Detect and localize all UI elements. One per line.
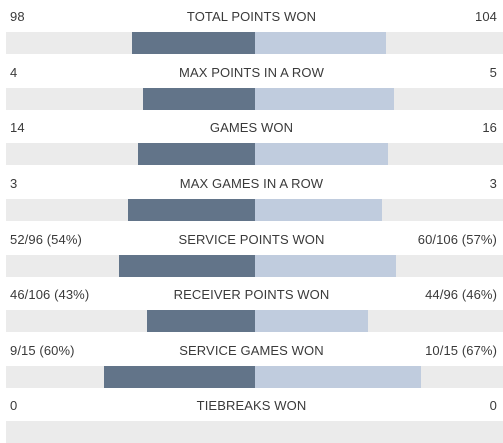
stat-label-line: 3 MAX GAMES IN A ROW 3	[0, 175, 503, 193]
stat-row: 3 MAX GAMES IN A ROW 3	[0, 175, 503, 221]
stat-name: TOTAL POINTS WON	[186, 9, 317, 24]
stat-row: 0 TIEBREAKS WON 0	[0, 397, 503, 443]
stat-row: 46/106 (43%) RECEIVER POINTS WON 44/96 (46…	[0, 286, 503, 332]
stat-name: MAX GAMES IN A ROW	[179, 176, 324, 191]
player2-bar	[255, 310, 368, 332]
player2-bar	[255, 366, 421, 388]
player1-value: 9/15 (60%)	[10, 343, 75, 358]
player2-value: 5	[489, 65, 497, 80]
player1-bar	[128, 199, 255, 221]
player2-value: 60/106 (57%)	[417, 232, 497, 247]
player1-value: 14	[10, 120, 25, 135]
stat-label-line: 4 MAX POINTS IN A ROW 5	[0, 64, 503, 82]
stat-bar-track	[6, 421, 503, 443]
stat-row: 4 MAX POINTS IN A ROW 5	[0, 64, 503, 110]
player2-value: 3	[489, 176, 497, 191]
stat-row: 52/96 (54%) SERVICE POINTS WON 60/106 (57%…	[0, 231, 503, 277]
stat-row: 14 GAMES WON 16	[0, 119, 503, 165]
stat-label-line: 46/106 (43%) RECEIVER POINTS WON 44/96 (46…	[0, 286, 503, 304]
match-stats-panel: 98 TOTAL POINTS WON 104 4 MAX POINTS IN A RO…	[0, 8, 503, 443]
stat-bar-track	[6, 255, 503, 277]
stat-label-line: 52/96 (54%) SERVICE POINTS WON 60/106 (57%…	[0, 231, 503, 249]
player2-bar	[255, 255, 396, 277]
player1-bar	[104, 366, 255, 388]
stat-bar-track	[6, 199, 503, 221]
stat-row: 9/15 (60%) SERVICE GAMES WON 10/15 (67%)	[0, 342, 503, 388]
player2-bar	[255, 199, 382, 221]
player1-bar	[119, 255, 255, 277]
stat-bar-track	[6, 32, 503, 54]
stat-bar-track	[6, 366, 503, 388]
player1-value: 3	[10, 176, 18, 191]
player1-value: 4	[10, 65, 18, 80]
player1-bar	[147, 310, 255, 332]
player1-bar	[138, 143, 255, 165]
stat-name: SERVICE GAMES WON	[179, 343, 324, 358]
player2-bar	[255, 32, 386, 54]
stat-label-line: 98 TOTAL POINTS WON 104	[0, 8, 503, 26]
player1-value: 52/96 (54%)	[10, 232, 82, 247]
stat-label-line: 9/15 (60%) SERVICE GAMES WON 10/15 (67%)	[0, 342, 503, 360]
stat-name: GAMES WON	[209, 120, 294, 135]
stat-label-line: 0 TIEBREAKS WON 0	[0, 397, 503, 415]
stat-bar-track	[6, 143, 503, 165]
stat-row: 98 TOTAL POINTS WON 104	[0, 8, 503, 54]
player2-value: 104	[475, 9, 497, 24]
stat-bar-track	[6, 310, 503, 332]
stat-label-line: 14 GAMES WON 16	[0, 119, 503, 137]
player2-value: 44/96 (46%)	[425, 287, 497, 302]
player1-value: 0	[10, 398, 18, 413]
stat-name: TIEBREAKS WON	[196, 398, 307, 413]
stat-name: MAX POINTS IN A ROW	[179, 65, 324, 80]
player2-bar	[255, 143, 388, 165]
player1-bar	[143, 88, 255, 110]
player2-value: 0	[489, 398, 497, 413]
player2-value: 10/15 (67%)	[425, 343, 497, 358]
stat-name: RECEIVER POINTS WON	[173, 287, 330, 302]
player1-value: 46/106 (43%)	[10, 287, 90, 302]
player1-bar	[132, 32, 255, 54]
stat-bar-track	[6, 88, 503, 110]
stat-name: SERVICE POINTS WON	[178, 232, 325, 247]
player2-bar	[255, 88, 394, 110]
player2-value: 16	[482, 120, 497, 135]
player1-value: 98	[10, 9, 25, 24]
